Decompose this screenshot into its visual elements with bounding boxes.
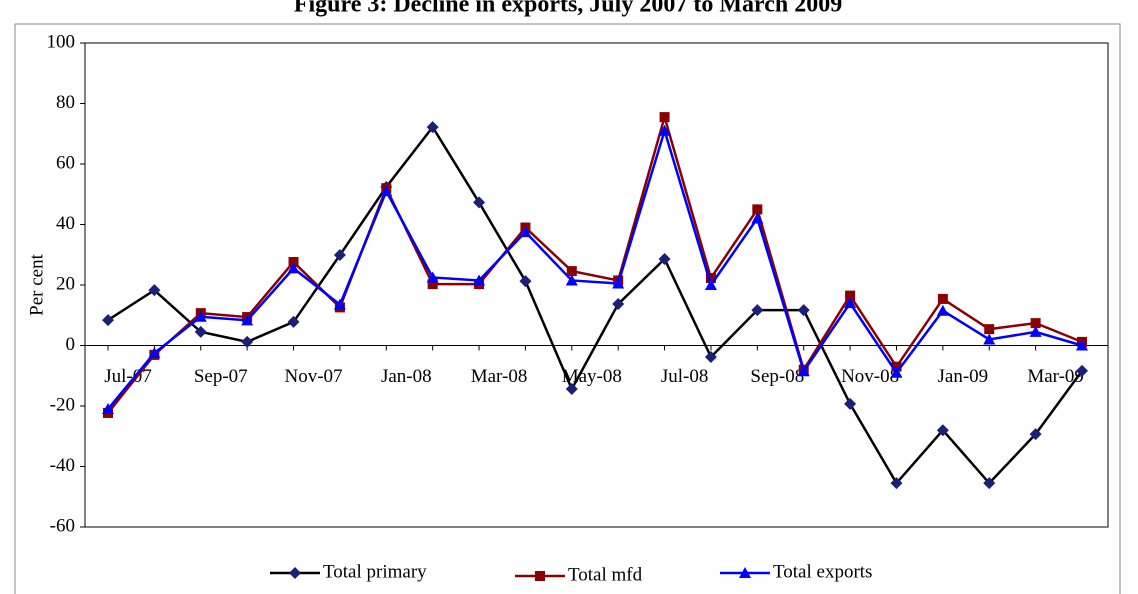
marker <box>426 271 439 283</box>
marker <box>704 279 717 290</box>
marker <box>519 226 532 238</box>
y-tick-label: 60 <box>56 152 75 173</box>
marker <box>333 249 346 262</box>
marker <box>658 124 671 136</box>
marker <box>473 196 486 209</box>
x-tick-label: Jul-08 <box>661 366 709 387</box>
marker <box>751 212 764 224</box>
chart-title: Figure 3: Decline in exports, July 2007 … <box>294 0 842 18</box>
marker <box>890 366 903 378</box>
legend-label: Total mfd <box>568 564 643 585</box>
marker <box>241 314 254 326</box>
marker <box>612 298 625 311</box>
marker <box>102 314 114 327</box>
x-tick-label: Sep-07 <box>194 366 248 387</box>
marker <box>519 275 532 288</box>
y-tick-label: 20 <box>56 273 75 294</box>
marker <box>565 274 578 286</box>
y-tick-label: -20 <box>50 394 75 415</box>
marker <box>426 121 439 134</box>
legend-label: Total exports <box>773 561 872 582</box>
x-tick-label: Jan-09 <box>938 366 989 387</box>
y-tick-label: -60 <box>50 515 75 536</box>
y-tick-label: 40 <box>56 213 75 234</box>
legend-marker <box>739 567 751 578</box>
series-line <box>107 126 1083 410</box>
marker <box>845 290 856 301</box>
marker <box>194 310 207 322</box>
marker <box>797 304 810 317</box>
y-tick-label: 100 <box>47 31 76 52</box>
marker <box>751 304 764 317</box>
marker <box>1030 318 1041 329</box>
marker <box>937 293 948 304</box>
marker <box>287 315 300 328</box>
marker <box>102 403 114 415</box>
y-axis-label: Per cent <box>26 253 47 315</box>
marker <box>983 333 996 345</box>
marker <box>333 298 346 310</box>
marker <box>704 350 717 363</box>
marker <box>194 325 207 338</box>
marker <box>380 185 393 197</box>
plot-area <box>84 42 1109 528</box>
legend-marker <box>535 571 545 581</box>
marker <box>565 383 578 396</box>
marker <box>844 397 857 410</box>
marker <box>984 324 995 335</box>
marker <box>1029 325 1042 337</box>
marker <box>612 277 625 289</box>
marker <box>148 284 161 297</box>
x-tick-label: Mar-09 <box>1027 366 1084 387</box>
marker <box>936 424 949 437</box>
marker <box>1076 339 1088 351</box>
x-tick-label: Jan-08 <box>381 366 432 387</box>
marker <box>1076 364 1088 377</box>
y-tick-label: 80 <box>56 92 75 113</box>
x-tick-label: Nov-07 <box>284 366 342 387</box>
marker <box>659 112 670 123</box>
marker <box>844 297 857 309</box>
marker <box>936 304 949 316</box>
marker <box>1029 428 1042 441</box>
marker <box>148 347 161 359</box>
legend-label: Total primary <box>323 561 427 582</box>
marker <box>658 252 671 265</box>
x-tick-label: Nov-08 <box>841 366 899 387</box>
marker <box>473 274 486 286</box>
marker <box>287 262 300 274</box>
marker <box>797 365 810 377</box>
marker <box>705 273 716 284</box>
marker <box>890 477 903 490</box>
marker <box>891 361 902 372</box>
x-tick-label: Mar-08 <box>471 366 528 387</box>
x-tick-label: Sep-08 <box>750 366 804 387</box>
series-line <box>107 124 1084 486</box>
marker <box>241 335 254 348</box>
legend-marker <box>289 567 301 579</box>
y-tick-label: -40 <box>50 455 75 476</box>
marker <box>288 257 299 268</box>
marker <box>566 266 577 277</box>
marker <box>752 204 763 215</box>
series-line <box>107 112 1083 414</box>
marker <box>427 279 438 290</box>
y-tick-label: 0 <box>66 334 76 355</box>
chart-frame <box>14 23 1121 594</box>
marker <box>983 477 996 490</box>
